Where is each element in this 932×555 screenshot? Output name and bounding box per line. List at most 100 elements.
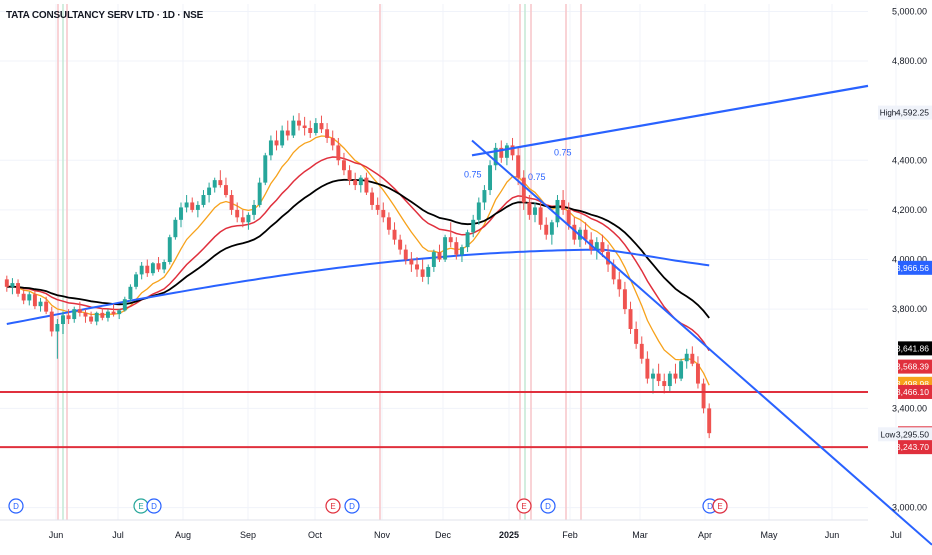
- candle-body: [510, 145, 515, 156]
- candle-body: [240, 217, 245, 223]
- candle-body: [561, 199, 566, 210]
- x-tick-label: Jul: [112, 530, 124, 540]
- candles: [4, 113, 712, 439]
- candle-body: [297, 120, 301, 126]
- candle-body: [21, 293, 26, 301]
- candle-body: [403, 249, 408, 260]
- candle-body: [27, 294, 32, 301]
- candle-body: [38, 301, 43, 307]
- x-tick-label: Jul: [890, 530, 902, 540]
- candle-body: [370, 192, 375, 205]
- price-label-tag-bg: [878, 105, 898, 120]
- candle-body: [690, 353, 695, 364]
- event-marker-glyph: E: [330, 502, 335, 511]
- candle-body: [201, 195, 206, 205]
- candle-body: [94, 312, 99, 322]
- candle-body: [145, 265, 150, 274]
- fib-label: 0.75: [554, 147, 572, 157]
- x-tick-label: Jun: [49, 530, 64, 540]
- price-label-tag-bg: [878, 427, 898, 442]
- candle-body: [16, 283, 21, 294]
- price-label-value: 3,243.70: [896, 442, 929, 452]
- candle-body: [212, 180, 217, 188]
- candle-body: [156, 263, 161, 270]
- candle-body: [83, 312, 88, 317]
- candle-body: [606, 252, 611, 265]
- event-marker-dividend: [8, 498, 24, 514]
- y-tick-label: 4,400.00: [892, 155, 927, 165]
- candle-body: [330, 137, 335, 146]
- candle-body: [55, 324, 60, 332]
- x-tick-label: Sep: [240, 530, 256, 540]
- candle-body: [448, 237, 453, 243]
- candle-body: [662, 381, 667, 387]
- price-label-bg: [898, 105, 932, 120]
- candle-body: [701, 383, 706, 409]
- event-marker-earnings: [712, 498, 728, 514]
- candle-body: [392, 229, 397, 240]
- candle-body: [89, 316, 94, 322]
- candle-body: [437, 252, 442, 260]
- candle-body: [263, 155, 268, 183]
- candle-body: [600, 242, 605, 253]
- candle-body: [105, 311, 110, 318]
- candle-body: [651, 373, 655, 379]
- price-label-bg: [898, 384, 932, 399]
- x-tick-label: Oct: [308, 530, 323, 540]
- candle-body: [291, 120, 296, 136]
- candle-body: [381, 209, 386, 218]
- candle-body: [195, 204, 200, 210]
- x-tick-label: Nov: [374, 530, 391, 540]
- event-marker-glyph: E: [138, 502, 143, 511]
- candle-body: [207, 187, 212, 196]
- candle-body: [656, 373, 661, 382]
- candle-body: [617, 279, 622, 290]
- event-marker-dividend: [146, 498, 162, 514]
- candle-body: [179, 207, 183, 220]
- candle-body: [61, 315, 65, 325]
- candle-body: [347, 170, 352, 181]
- candle-body: [173, 219, 178, 238]
- candle-body: [572, 224, 577, 240]
- candle-body: [504, 145, 509, 158]
- candle-body: [544, 224, 549, 235]
- event-marker-glyph: E: [717, 502, 722, 511]
- fib-label: 0.75: [464, 170, 482, 180]
- price-label-value: 3,498.98: [896, 379, 929, 389]
- price-label-value: 3,295.50: [896, 429, 929, 439]
- candle-body: [223, 185, 228, 196]
- candle-body: [673, 373, 678, 379]
- candle-body: [44, 301, 49, 312]
- candle-body: [459, 247, 464, 255]
- candle-body: [695, 363, 700, 384]
- candle-body: [386, 217, 391, 230]
- ema-mid-line: [6, 156, 710, 352]
- candle-body: [111, 311, 116, 315]
- candle-body: [150, 263, 155, 274]
- price-label-bg: [898, 341, 932, 356]
- event-marker-glyph: D: [707, 502, 713, 511]
- candle-body: [257, 182, 262, 205]
- candle-body: [285, 130, 290, 136]
- candle-body: [10, 283, 15, 287]
- candle-body: [555, 199, 560, 223]
- candle-body: [49, 311, 54, 332]
- symbol-title: TATA CONSULTANCY SERV LTD · 1D · NSE: [6, 10, 204, 21]
- price-label-tag: High: [880, 109, 896, 118]
- candle-body: [611, 264, 616, 280]
- candle-body: [622, 289, 627, 310]
- candle-body: [32, 294, 37, 307]
- candle-body: [420, 269, 425, 277]
- y-tick-label: 4,800.00: [892, 56, 927, 66]
- candle-body: [274, 140, 279, 146]
- trendline-down: [471, 139, 932, 546]
- candle-body: [454, 242, 459, 255]
- grid: [0, 4, 897, 520]
- price-label-value: 4,592.25: [896, 108, 929, 118]
- y-tick-label: 4,200.00: [892, 205, 927, 215]
- y-tick-label: 3,000.00: [892, 503, 927, 513]
- event-marker-dividend: [344, 498, 360, 514]
- candle-body: [499, 147, 504, 158]
